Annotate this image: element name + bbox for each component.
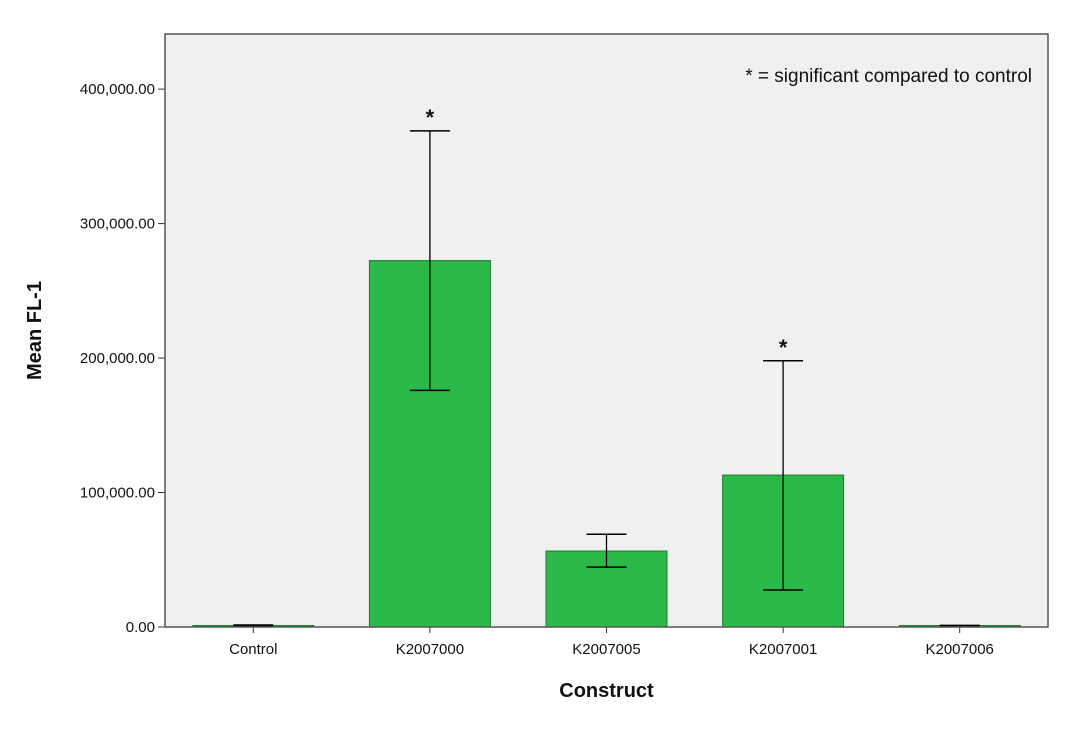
plot-area bbox=[165, 34, 1048, 627]
x-tick-label: K2007006 bbox=[925, 641, 993, 658]
y-axis: 0.00 100,000.00 200,000.00 300,000.00 400,00… bbox=[80, 81, 165, 636]
y-tick-label: 300,000.00 bbox=[80, 216, 155, 233]
x-tick-label: K2007001 bbox=[749, 641, 817, 658]
y-axis-title: Mean FL-1 bbox=[24, 281, 46, 380]
y-tick-label: 400,000.00 bbox=[80, 81, 155, 98]
x-axis-title: Construct bbox=[559, 680, 654, 702]
y-tick-label: 0.00 bbox=[126, 619, 155, 636]
x-axis: Control K2007000 K2007005 K2007001 K2007006 bbox=[229, 627, 994, 658]
x-tick-label: Control bbox=[229, 641, 277, 658]
significance-star: * bbox=[426, 105, 435, 130]
significance-annotation: * = significant compared to control bbox=[745, 66, 1032, 87]
significance-markers: ** bbox=[426, 105, 788, 360]
significance-star: * bbox=[779, 335, 788, 360]
x-tick-label: K2007000 bbox=[396, 641, 464, 658]
plot-frame bbox=[164, 33, 1049, 628]
y-tick-label: 100,000.00 bbox=[80, 485, 155, 502]
y-tick-label: 200,000.00 bbox=[80, 350, 155, 367]
x-tick-label: K2007005 bbox=[572, 641, 640, 658]
